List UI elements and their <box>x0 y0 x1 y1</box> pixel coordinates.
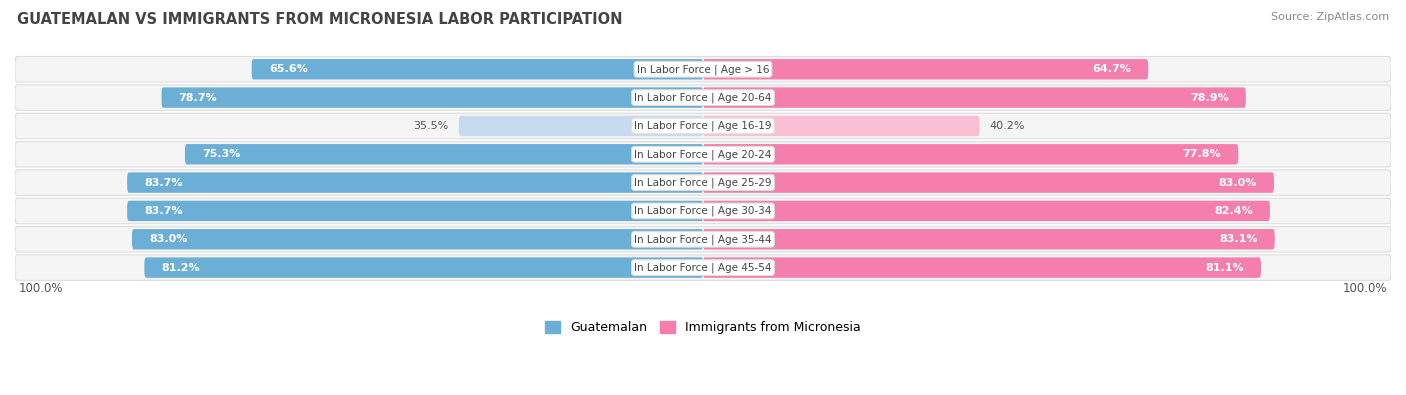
FancyBboxPatch shape <box>127 201 703 221</box>
FancyBboxPatch shape <box>186 144 703 164</box>
Text: 100.0%: 100.0% <box>18 282 63 295</box>
FancyBboxPatch shape <box>15 56 1391 82</box>
Text: In Labor Force | Age 25-29: In Labor Force | Age 25-29 <box>634 177 772 188</box>
Text: In Labor Force | Age 35-44: In Labor Force | Age 35-44 <box>634 234 772 245</box>
FancyBboxPatch shape <box>15 141 1391 167</box>
FancyBboxPatch shape <box>703 87 1246 108</box>
FancyBboxPatch shape <box>15 85 1391 110</box>
FancyBboxPatch shape <box>15 113 1391 139</box>
FancyBboxPatch shape <box>127 172 703 193</box>
Text: 78.9%: 78.9% <box>1189 92 1229 103</box>
FancyBboxPatch shape <box>15 198 1391 224</box>
FancyBboxPatch shape <box>145 258 703 278</box>
FancyBboxPatch shape <box>703 172 1274 193</box>
FancyBboxPatch shape <box>15 255 1391 280</box>
FancyBboxPatch shape <box>703 59 1149 79</box>
FancyBboxPatch shape <box>703 116 980 136</box>
Text: 83.7%: 83.7% <box>145 206 183 216</box>
FancyBboxPatch shape <box>132 229 703 250</box>
FancyBboxPatch shape <box>703 201 1270 221</box>
Text: 81.1%: 81.1% <box>1205 263 1244 273</box>
FancyBboxPatch shape <box>703 229 1275 250</box>
Text: 35.5%: 35.5% <box>413 121 449 131</box>
Text: 77.8%: 77.8% <box>1182 149 1220 159</box>
FancyBboxPatch shape <box>703 258 1261 278</box>
Text: In Labor Force | Age 20-64: In Labor Force | Age 20-64 <box>634 92 772 103</box>
Text: 83.0%: 83.0% <box>1219 178 1257 188</box>
Text: 81.2%: 81.2% <box>162 263 200 273</box>
Text: 83.7%: 83.7% <box>145 178 183 188</box>
FancyBboxPatch shape <box>703 144 1239 164</box>
Text: In Labor Force | Age 20-24: In Labor Force | Age 20-24 <box>634 149 772 160</box>
FancyBboxPatch shape <box>15 170 1391 196</box>
Text: 78.7%: 78.7% <box>179 92 218 103</box>
Text: 83.0%: 83.0% <box>149 234 187 244</box>
Text: 65.6%: 65.6% <box>269 64 308 74</box>
Text: In Labor Force | Age 16-19: In Labor Force | Age 16-19 <box>634 121 772 131</box>
Text: In Labor Force | Age 45-54: In Labor Force | Age 45-54 <box>634 262 772 273</box>
Text: 100.0%: 100.0% <box>1343 282 1388 295</box>
FancyBboxPatch shape <box>15 226 1391 252</box>
FancyBboxPatch shape <box>458 116 703 136</box>
Text: GUATEMALAN VS IMMIGRANTS FROM MICRONESIA LABOR PARTICIPATION: GUATEMALAN VS IMMIGRANTS FROM MICRONESIA… <box>17 12 623 27</box>
Text: 82.4%: 82.4% <box>1213 206 1253 216</box>
Text: 64.7%: 64.7% <box>1092 64 1130 74</box>
FancyBboxPatch shape <box>252 59 703 79</box>
Text: 83.1%: 83.1% <box>1219 234 1257 244</box>
Legend: Guatemalan, Immigrants from Micronesia: Guatemalan, Immigrants from Micronesia <box>540 316 866 339</box>
Text: In Labor Force | Age 30-34: In Labor Force | Age 30-34 <box>634 206 772 216</box>
Text: 40.2%: 40.2% <box>990 121 1025 131</box>
Text: 75.3%: 75.3% <box>202 149 240 159</box>
FancyBboxPatch shape <box>162 87 703 108</box>
Text: Source: ZipAtlas.com: Source: ZipAtlas.com <box>1271 12 1389 22</box>
Text: In Labor Force | Age > 16: In Labor Force | Age > 16 <box>637 64 769 75</box>
